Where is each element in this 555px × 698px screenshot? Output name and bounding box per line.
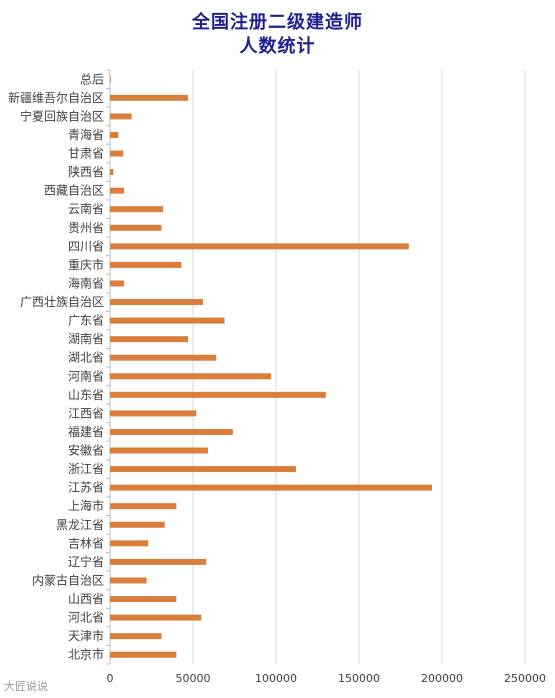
bar <box>110 614 202 621</box>
bar <box>110 428 233 435</box>
category-label: 广东省 <box>68 314 104 328</box>
category-label: 宁夏回族自治区 <box>20 108 104 123</box>
chart-subtitle: 人数统计 <box>239 36 316 57</box>
bar <box>110 224 162 231</box>
category-label: 总后 <box>80 72 104 86</box>
bar <box>110 113 132 120</box>
x-tick-label: 200000 <box>421 672 463 685</box>
bar <box>110 131 119 138</box>
category-label: 西藏自治区 <box>44 184 104 198</box>
bar <box>110 521 165 528</box>
category-label: 贵州省 <box>68 221 104 235</box>
category-label: 山西省 <box>68 592 104 606</box>
watermark: 大匠说说 <box>4 680 48 693</box>
category-label: 河南省 <box>68 368 104 383</box>
bar <box>110 484 433 491</box>
bar <box>110 187 125 194</box>
bar <box>110 317 225 324</box>
category-label: 福建省 <box>68 424 104 439</box>
bar <box>110 243 409 250</box>
category-label: 江苏省 <box>68 481 104 495</box>
category-label: 湖北省 <box>68 350 104 365</box>
category-label: 浙江省 <box>68 462 104 476</box>
category-label: 陕西省 <box>68 164 104 179</box>
category-label: 江西省 <box>68 406 104 420</box>
category-label: 海南省 <box>68 275 104 290</box>
bar <box>110 76 111 83</box>
bar <box>110 633 162 640</box>
bar <box>110 354 217 361</box>
bar <box>110 503 177 510</box>
x-tick-label: 50000 <box>176 672 211 685</box>
bar <box>110 373 272 380</box>
category-label: 湖南省 <box>68 331 104 346</box>
category-label: 山东省 <box>68 388 104 402</box>
category-label: 吉林省 <box>68 536 104 550</box>
category-label: 上海市 <box>68 498 104 513</box>
bar <box>110 280 125 287</box>
x-tick-label: 250000 <box>504 672 546 685</box>
category-label: 甘肃省 <box>68 147 104 161</box>
bar <box>110 410 197 417</box>
bar <box>110 299 203 306</box>
x-tick-label: 150000 <box>338 672 380 685</box>
category-label: 重庆市 <box>68 257 104 272</box>
bar <box>110 558 207 565</box>
bar <box>110 596 177 603</box>
category-label: 辽宁省 <box>68 554 104 569</box>
bar <box>110 466 296 473</box>
bar <box>110 447 208 454</box>
category-label: 广西壮族自治区 <box>20 295 104 309</box>
category-label: 四川省 <box>68 239 104 253</box>
bar <box>110 206 164 213</box>
bar <box>110 540 149 547</box>
category-label: 北京市 <box>68 647 104 662</box>
bar <box>110 336 189 343</box>
chart-title: 全国注册二级建造师 <box>192 12 363 33</box>
category-label: 河北省 <box>68 611 104 625</box>
bar <box>110 150 124 157</box>
bar <box>110 94 189 101</box>
bar <box>110 577 147 584</box>
bar <box>110 169 114 176</box>
x-tick-label: 0 <box>107 672 114 685</box>
category-label: 天津市 <box>68 628 104 643</box>
bar <box>110 651 177 658</box>
category-label: 安徽省 <box>68 443 104 458</box>
category-label: 云南省 <box>68 201 104 216</box>
x-tick-label: 100000 <box>255 672 297 685</box>
category-label: 内蒙古自治区 <box>32 572 104 587</box>
category-label: 青海省 <box>68 127 104 142</box>
bar <box>110 261 182 268</box>
bar <box>110 391 326 398</box>
category-label: 新疆维吾尔自治区 <box>8 90 104 105</box>
category-label: 黑龙江省 <box>56 518 104 532</box>
